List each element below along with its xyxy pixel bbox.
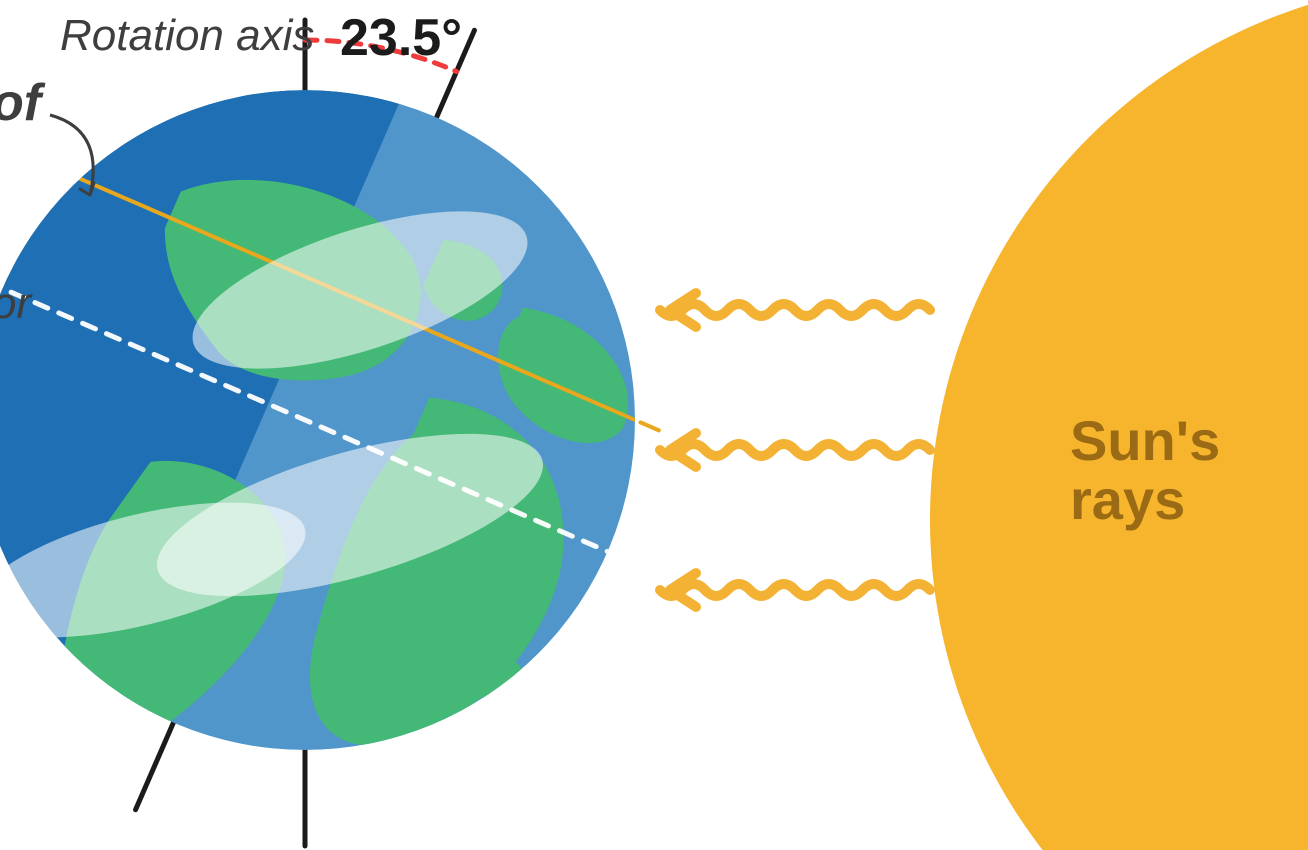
tropic-line-ext xyxy=(641,422,659,430)
sun-rays-group xyxy=(660,293,930,607)
equator-label-partial: or xyxy=(0,279,33,328)
rotation-axis-label: Rotation axis xyxy=(60,11,314,60)
tropic-label-partial: of xyxy=(0,74,46,132)
rotation-axis-bottom xyxy=(136,719,175,810)
angle-label: 23.5° xyxy=(340,9,462,67)
